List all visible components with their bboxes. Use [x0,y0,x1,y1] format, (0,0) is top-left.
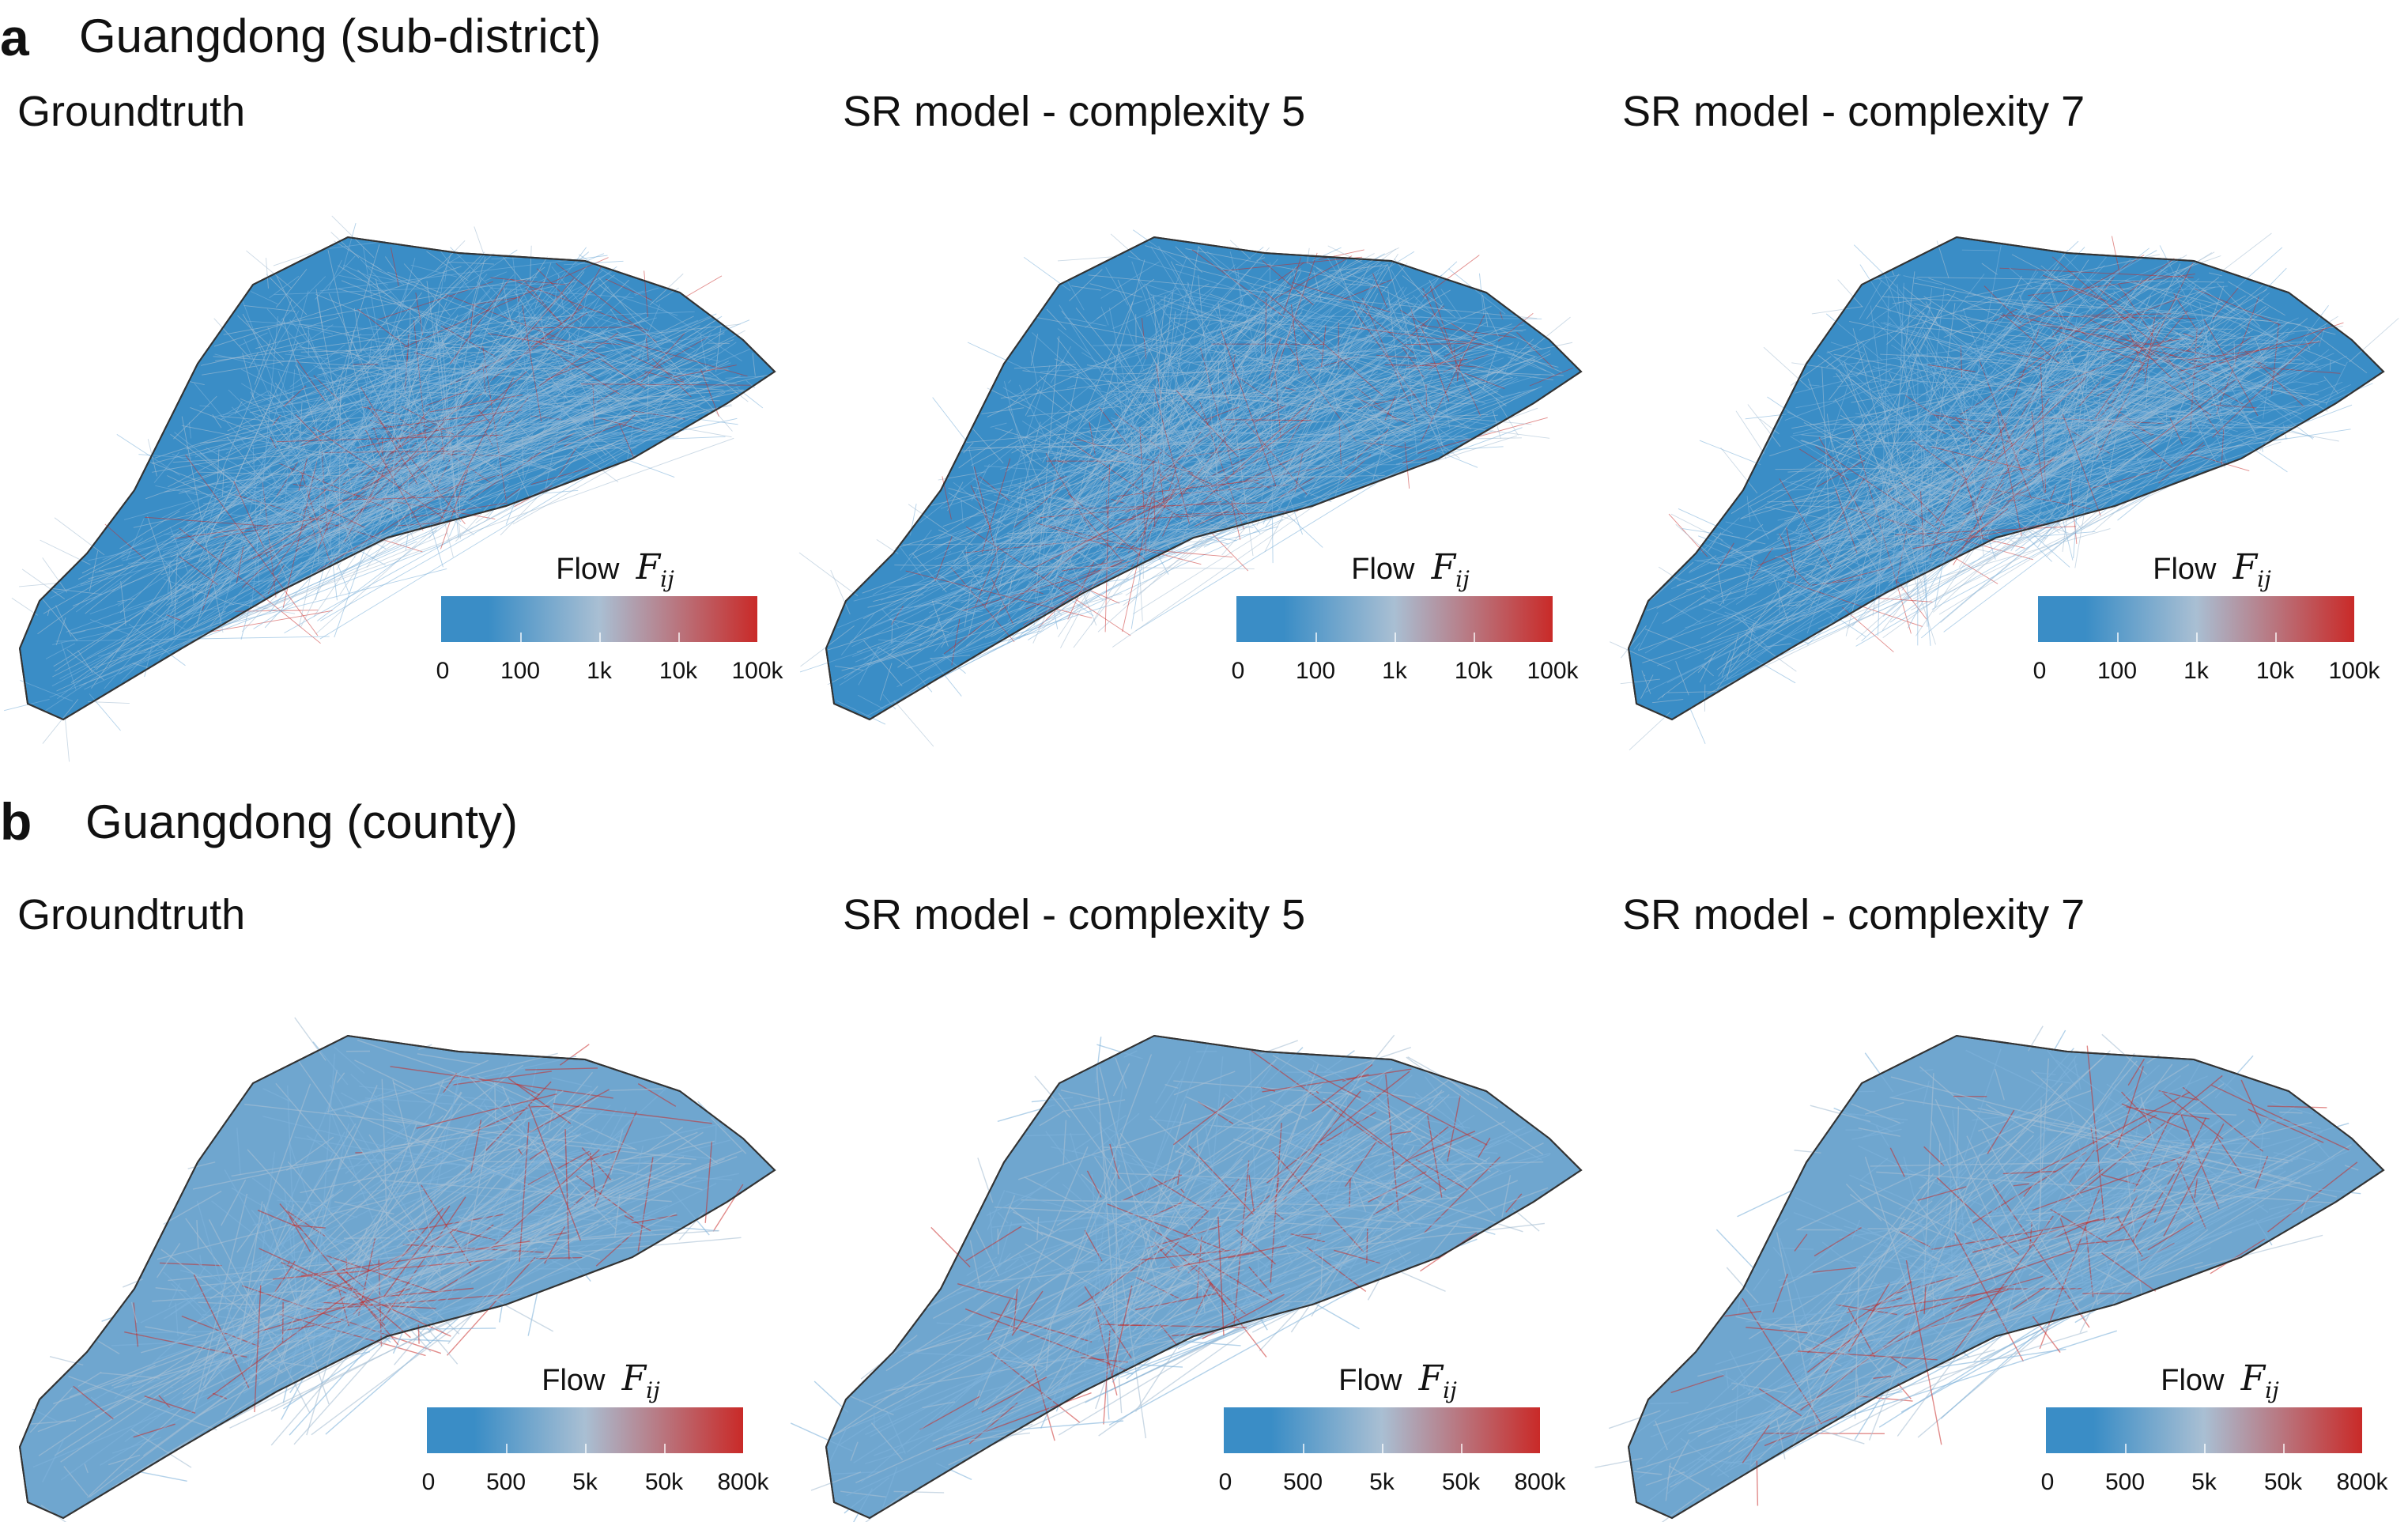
colorbar-tick: 10k [1454,658,1493,684]
colorbar-tick: 100k [731,658,783,684]
colorbar-tick: 50k [2263,1469,2303,1495]
colorbar-tick: 0 [1231,658,1245,684]
panel-a-legend-1: Flow Fij 0 100 1k 10k 100k [436,547,789,689]
panel-a-letter: a [0,8,29,66]
panel-b-legend-3: Flow Fij 0 500 5k 50k 800k [2041,1358,2394,1501]
panel-b-map-1-title: Groundtruth [17,891,246,939]
panel-b-title: Guangdong (county) [85,795,519,848]
colorbar-tick: 500 [2104,1469,2146,1495]
legend-label: Flow Fij [1351,547,1470,592]
panel-b-map-2 [790,1034,1583,1522]
panel-b-map-3-title: SR model - complexity 7 [1622,891,2085,939]
colorbar-tick: 0 [2040,1469,2055,1495]
legend-label: Flow Fij [2161,1358,2279,1403]
colorbar-tick: 5k [1369,1469,1395,1495]
colorbar-tick: 500 [1282,1469,1323,1495]
colorbar-tick: 800k [2336,1469,2388,1495]
colorbar-tick: 800k [1514,1469,1566,1495]
colorbar-tick: 100 [500,658,541,684]
colorbar-tick: 0 [2032,658,2047,684]
colorbar-tick: 100k [2328,658,2380,684]
colorbar-tick: 10k [659,658,698,684]
panel-a-legend-2: Flow Fij 0 100 1k 10k 100k [1232,547,1584,689]
colorbar-tick: 5k [2191,1469,2217,1495]
legend-label: Flow Fij [542,1358,660,1403]
panel-a-map-1-title: Groundtruth [17,88,246,135]
colorbar-tick: 100 [2097,658,2138,684]
colorbar-tick: 50k [1441,1469,1481,1495]
panel-a-map-2 [798,229,1583,747]
colorbar-tick: 500 [485,1469,527,1495]
colorbar-tick: 10k [2255,658,2295,684]
panel-b-map-3 [1595,1025,2385,1522]
panel-b-legend-1: Flow Fij 0 500 5k 50k 800k [422,1358,775,1501]
panel-a-map-1 [4,215,776,762]
panel-a-title: Guangdong (sub-district) [79,9,602,62]
colorbar-tick: 0 [421,1469,436,1495]
colorbar-tick: 5k [572,1469,598,1495]
colorbar-tick: 0 [1218,1469,1232,1495]
colorbar-tick: 1k [2183,658,2209,684]
panel-a-map-3 [1610,232,2399,750]
panel-b-legend-2: Flow Fij 0 500 5k 50k 800k [1219,1358,1572,1501]
colorbar-tick: 100 [1295,658,1336,684]
colorbar-tick: 800k [717,1469,769,1495]
legend-label: Flow Fij [2153,547,2271,592]
colorbar-tick: 1k [1382,658,1407,684]
panel-b-map-2-title: SR model - complexity 5 [843,891,1306,939]
panel-a-legend-3: Flow Fij 0 100 1k 10k 100k [2033,547,2386,689]
colorbar-tick: 100k [1527,658,1579,684]
legend-label: Flow Fij [1338,1358,1457,1403]
colorbar-tick: 1k [587,658,612,684]
panel-a-map-3-title: SR model - complexity 7 [1622,88,2085,135]
colorbar-tick: 50k [644,1469,684,1495]
panel-b-letter: b [0,792,32,851]
panel-a-map-2-title: SR model - complexity 5 [843,88,1306,135]
panel-b-map-1 [18,1017,776,1522]
legend-label: Flow Fij [556,547,674,592]
colorbar-tick: 0 [436,658,450,684]
